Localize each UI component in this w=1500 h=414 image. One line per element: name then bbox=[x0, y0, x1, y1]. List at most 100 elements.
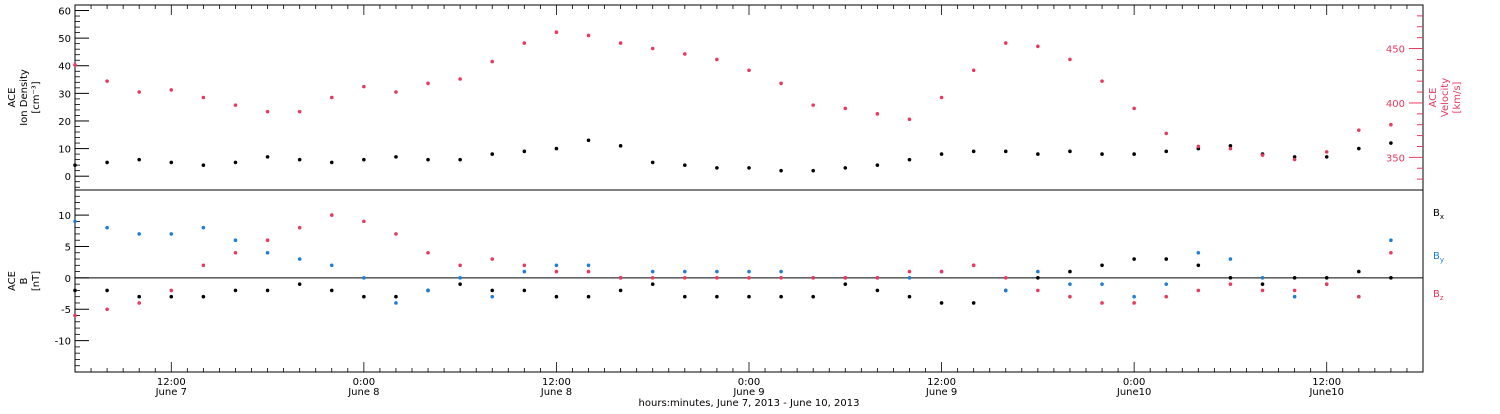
b-component-point bbox=[426, 288, 430, 293]
b-component-point bbox=[618, 276, 623, 280]
b-component-point bbox=[297, 225, 302, 230]
density-axis-label-line: ACE bbox=[7, 88, 18, 108]
density-point bbox=[1164, 149, 1169, 154]
b-component-point bbox=[1324, 282, 1329, 286]
b-component-point bbox=[715, 269, 719, 274]
b-component-point bbox=[1196, 263, 1201, 268]
velocity-tick-label: 400 bbox=[1386, 99, 1405, 110]
velocity-point bbox=[939, 95, 944, 100]
b-component-point bbox=[458, 263, 462, 268]
b-component-point bbox=[907, 294, 912, 299]
x-tick-time-label: 12:00 bbox=[542, 377, 571, 388]
b-component-point bbox=[329, 213, 334, 217]
b-component-point bbox=[1260, 282, 1265, 286]
legend-entry: Bz bbox=[1433, 289, 1444, 302]
velocity-point bbox=[650, 46, 655, 51]
b-component-point bbox=[650, 282, 655, 286]
x-tick-date-label: June 9 bbox=[732, 387, 764, 398]
x-tick-date-label: June10 bbox=[1308, 387, 1344, 398]
density-axis-label-line: Ion Density bbox=[19, 69, 30, 126]
density-axis-label: ACE Ion Density [cm⁻³] bbox=[7, 69, 42, 126]
b-component-point bbox=[522, 288, 527, 293]
b-component-point bbox=[1100, 301, 1104, 305]
velocity-point bbox=[1260, 153, 1265, 157]
b-component-point bbox=[1196, 288, 1201, 293]
velocity-point bbox=[907, 117, 912, 122]
b-component-point bbox=[329, 263, 334, 268]
velocity-point bbox=[1132, 106, 1136, 111]
density-point bbox=[73, 163, 77, 167]
legend-entry: Bx bbox=[1433, 208, 1444, 221]
velocity-point bbox=[811, 103, 815, 107]
velocity-axis-label: ACE Velocity [km/s] bbox=[1428, 78, 1463, 117]
x-tick-time-label: 12:00 bbox=[1312, 377, 1341, 388]
velocity-point bbox=[683, 52, 687, 56]
b-component-point bbox=[265, 238, 270, 243]
b-component-point bbox=[73, 313, 77, 318]
b-component-point bbox=[1292, 288, 1297, 293]
b-component-point bbox=[1036, 288, 1040, 293]
density-point bbox=[1324, 155, 1329, 159]
velocity-point bbox=[1228, 146, 1233, 151]
velocity-axis-label-line: [km/s] bbox=[1452, 81, 1463, 113]
b-component-point bbox=[1164, 282, 1169, 286]
velocity-point bbox=[715, 57, 719, 62]
x-tick-time-label: 0:00 bbox=[738, 377, 760, 388]
velocity-point bbox=[747, 68, 751, 73]
b-component-point bbox=[971, 263, 976, 268]
b-component-point bbox=[683, 294, 687, 299]
velocity-point bbox=[137, 90, 141, 94]
velocity-point bbox=[1003, 41, 1008, 45]
velocity-point bbox=[1164, 131, 1169, 136]
b-component-point bbox=[779, 269, 783, 274]
b-component-point bbox=[650, 269, 655, 274]
density-tick-label: 10 bbox=[58, 145, 71, 156]
b-component-point bbox=[1389, 250, 1393, 255]
b-component-point bbox=[875, 276, 880, 280]
density-point bbox=[650, 160, 655, 165]
b-component-point bbox=[458, 282, 462, 286]
density-point bbox=[1132, 152, 1136, 156]
velocity-axis-label-line: Velocity bbox=[1440, 78, 1451, 117]
velocity-point bbox=[1196, 144, 1201, 149]
b-component-point bbox=[1132, 257, 1136, 261]
b-component-point bbox=[747, 269, 751, 274]
x-tick-date-label: June 8 bbox=[347, 387, 379, 398]
b-component-point bbox=[618, 288, 623, 293]
x-tick-date-label: June 8 bbox=[540, 387, 572, 398]
velocity-tick-label: 350 bbox=[1386, 153, 1405, 164]
b-component-point bbox=[586, 269, 591, 274]
density-point bbox=[394, 155, 398, 159]
b-component-point bbox=[1357, 294, 1361, 299]
velocity-point bbox=[201, 95, 206, 100]
x-tick-date-label: June 9 bbox=[925, 387, 957, 398]
b-component-point bbox=[586, 294, 591, 299]
b-component-point bbox=[907, 269, 912, 274]
b-component-point bbox=[1164, 294, 1169, 299]
b-component-point bbox=[169, 294, 174, 299]
b-component-point bbox=[233, 250, 238, 255]
velocity-point bbox=[875, 112, 880, 116]
b-component-point bbox=[490, 288, 495, 293]
velocity-point bbox=[971, 68, 976, 73]
x-tick-time-label: 0:00 bbox=[353, 377, 375, 388]
b-component-point bbox=[1260, 288, 1265, 293]
b-component-point bbox=[394, 232, 398, 236]
b-component-point bbox=[362, 294, 366, 299]
b-component-point bbox=[554, 263, 559, 268]
b-component-point bbox=[522, 269, 527, 274]
density-tick-label: 50 bbox=[58, 34, 71, 45]
b-component-point bbox=[779, 276, 783, 280]
density-tick-label: 30 bbox=[58, 89, 71, 100]
density-point bbox=[971, 149, 976, 154]
b-component-point bbox=[1292, 294, 1297, 299]
b-component-point bbox=[394, 301, 398, 305]
density-point bbox=[201, 163, 206, 167]
x-axis-title: hours:minutes, June 7, 2013 - June 10, 2… bbox=[639, 398, 860, 409]
velocity-tick-label: 450 bbox=[1386, 45, 1405, 56]
velocity-axis-label-line: ACE bbox=[1428, 88, 1439, 108]
density-point bbox=[297, 157, 302, 162]
b-component-point bbox=[907, 276, 912, 280]
velocity-point bbox=[73, 63, 77, 67]
